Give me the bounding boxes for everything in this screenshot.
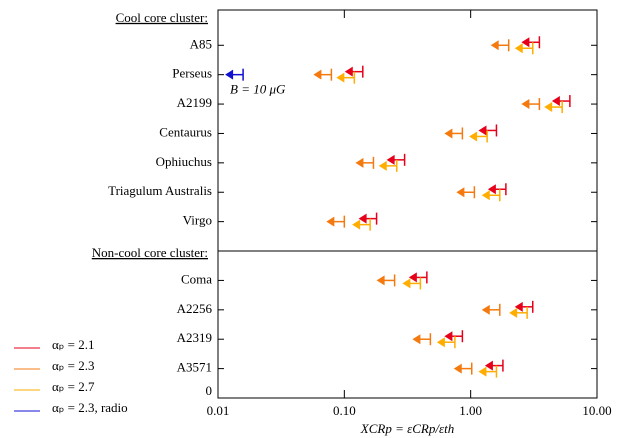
arrow-part (436, 337, 445, 348)
upper-limit-arrow (408, 271, 428, 284)
group-heading: Non-cool core cluster: (92, 245, 208, 260)
upper-limit-arrow (225, 68, 244, 81)
x-tick-label: 1.00 (459, 403, 482, 418)
y-category-label: A2319 (177, 330, 212, 345)
x-tick-label: 0.10 (333, 403, 356, 418)
plot-frame (217, 9, 598, 399)
y-category-label: A2199 (177, 95, 212, 110)
x-tick-label: 10.00 (582, 403, 611, 418)
upper-limit-arrow (402, 277, 422, 290)
upper-limit-arrow (313, 68, 333, 81)
upper-limit-arrow (490, 39, 510, 52)
y-category-label: A3571 (177, 360, 212, 375)
arrow-part (481, 304, 490, 315)
arrow-part (444, 128, 453, 139)
arrow-part (478, 125, 487, 136)
arrow-part (412, 334, 421, 345)
upper-limit-arrow (521, 36, 541, 49)
arrow-part (509, 307, 518, 318)
arrow-part (313, 69, 322, 80)
arrow-part (376, 275, 385, 286)
upper-limit-arrow (444, 330, 464, 343)
y-category-label: Centaurus (159, 124, 212, 139)
arrow-part (444, 331, 453, 342)
upper-limit-arrow (355, 156, 375, 169)
arrow-part (521, 99, 530, 110)
arrow-part (225, 69, 234, 80)
upper-limit-arrow (352, 218, 371, 231)
upper-limit-arrow (386, 153, 406, 166)
arrow-part (402, 278, 411, 289)
upper-limit-arrow (509, 306, 528, 319)
legend-label: αₚ = 2.3 (52, 358, 94, 373)
upper-limit-arrow (378, 159, 398, 172)
arrow-part (352, 219, 361, 230)
upper-limit-arrow (487, 183, 507, 196)
upper-limit-arrow (521, 98, 541, 111)
arrow-part (478, 366, 487, 377)
arrow-part (336, 72, 345, 83)
arrow-part (378, 160, 387, 171)
arrow-part (326, 216, 335, 227)
upper-limit-arrow (481, 303, 501, 316)
upper-limit-arrow (358, 212, 378, 225)
y-category-label: Virgo (183, 213, 212, 228)
x-tick-label: 0.01 (207, 403, 230, 418)
arrow-part (551, 96, 560, 107)
upper-limit-arrow (326, 215, 346, 228)
arrow-part (358, 213, 367, 224)
arrow-part (456, 187, 465, 198)
upper-limit-arrow (344, 65, 364, 78)
upper-limit-arrow (478, 365, 498, 378)
arrow-part (355, 157, 364, 168)
upper-limit-arrow (412, 333, 432, 346)
arrow-part (514, 43, 523, 54)
annotation: B = 10 μG (230, 82, 286, 97)
arrow-part (453, 363, 462, 374)
upper-limit-arrow (544, 101, 563, 114)
arrow-part (344, 66, 353, 77)
arrow-part (481, 190, 490, 201)
y-category-label: Perseus (172, 66, 212, 81)
arrow-part (408, 272, 417, 283)
y-category-label: Triagulum Australis (108, 183, 212, 198)
arrow-part (521, 37, 530, 48)
arrow-part (386, 154, 395, 165)
arrow-part (484, 360, 493, 371)
arrow-part (544, 102, 553, 113)
arrow-part (469, 131, 478, 142)
x-axis-label: XCRp = εCRp/εth (360, 421, 454, 436)
upper-limit-arrow (484, 359, 504, 372)
upper-limit-arrow (514, 42, 534, 55)
y-category-label: A2256 (177, 301, 213, 316)
upper-limit-arrow (453, 362, 473, 375)
upper-limit-arrow (551, 95, 571, 108)
y-category-label: Ophiuchus (156, 154, 212, 169)
upper-limit-arrow (514, 300, 534, 313)
legend-label: αₚ = 2.3, radio (52, 400, 128, 415)
group-heading: Cool core cluster: (116, 10, 208, 25)
upper-limit-arrow (469, 130, 488, 143)
arrow-part (487, 184, 496, 195)
y-category-label: Coma (181, 271, 212, 286)
upper-limit-arrow (376, 274, 396, 287)
legend-label: αₚ = 2.1 (52, 337, 94, 352)
upper-limit-arrow (336, 71, 356, 84)
upper-limit-arrow (481, 189, 501, 202)
upper-limit-arrow (456, 186, 476, 199)
y-tick-label: 0 (206, 383, 213, 398)
upper-limit-arrow (436, 336, 456, 349)
legend-label: αₚ = 2.7 (52, 379, 95, 394)
arrow-part (490, 40, 499, 51)
upper-limit-arrow (444, 127, 464, 140)
y-category-label: A85 (190, 36, 212, 51)
arrow-part (514, 301, 523, 312)
